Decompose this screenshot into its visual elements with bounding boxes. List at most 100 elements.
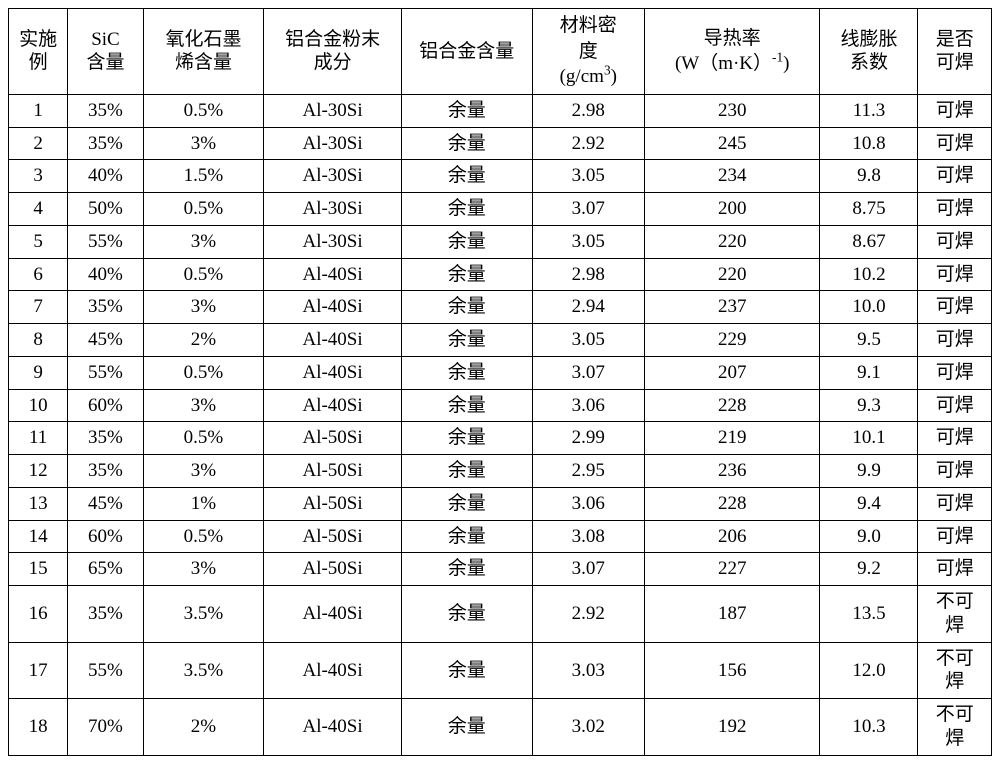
table-row: 1635%3.5%Al-40Si余量2.9218713.5不可焊	[9, 586, 992, 643]
cell-thermal: 156	[644, 642, 820, 699]
hdr-unit-prefix: (g/cm	[560, 66, 604, 87]
cell-go: 0.5%	[143, 356, 263, 389]
table-row: 1345%1%Al-50Si余量3.062289.4可焊	[9, 487, 992, 520]
cell-weldable: 可焊	[918, 94, 992, 127]
cell-go: 3%	[143, 553, 263, 586]
cell-sic: 45%	[68, 324, 144, 357]
cell-weldable: 不可焊	[918, 699, 992, 756]
cell-example: 15	[9, 553, 68, 586]
cell-alloy_amount: 余量	[401, 553, 532, 586]
cell-alloy_comp: Al-40Si	[264, 389, 402, 422]
cell-thermal: 187	[644, 586, 820, 643]
cell-cte: 9.9	[820, 455, 918, 488]
cell-thermal: 237	[644, 291, 820, 324]
table-row: 955%0.5%Al-40Si余量3.072079.1可焊	[9, 356, 992, 389]
hdr-text: 系数	[850, 52, 888, 73]
cell-weldable: 可焊	[918, 291, 992, 324]
hdr-text: 导热率	[704, 28, 761, 49]
cell-thermal: 220	[644, 258, 820, 291]
hdr-unit-prefix: (W（m·K）	[675, 53, 772, 74]
cell-example: 11	[9, 422, 68, 455]
header-weldable: 是否 可焊	[918, 9, 992, 95]
cell-cte: 8.67	[820, 225, 918, 258]
cell-density: 3.07	[532, 553, 644, 586]
cell-alloy_comp: Al-30Si	[264, 193, 402, 226]
cell-sic: 35%	[68, 127, 144, 160]
cell-example: 7	[9, 291, 68, 324]
cell-thermal: 228	[644, 389, 820, 422]
cell-example: 10	[9, 389, 68, 422]
cell-alloy_comp: Al-30Si	[264, 127, 402, 160]
cell-density: 2.98	[532, 258, 644, 291]
cell-sic: 35%	[68, 291, 144, 324]
cell-alloy_amount: 余量	[401, 422, 532, 455]
cell-example: 3	[9, 160, 68, 193]
hdr-text: 可焊	[936, 52, 974, 73]
cell-density: 2.99	[532, 422, 644, 455]
cell-go: 3.5%	[143, 642, 263, 699]
cell-thermal: 230	[644, 94, 820, 127]
cell-cte: 9.2	[820, 553, 918, 586]
cell-cte: 9.4	[820, 487, 918, 520]
cell-go: 3%	[143, 127, 263, 160]
hdr-unit-suffix: )	[783, 53, 789, 74]
cell-alloy_amount: 余量	[401, 225, 532, 258]
cell-alloy_amount: 余量	[401, 455, 532, 488]
cell-thermal: 200	[644, 193, 820, 226]
cell-density: 3.06	[532, 389, 644, 422]
cell-example: 2	[9, 127, 68, 160]
cell-sic: 70%	[68, 699, 144, 756]
header-thermal: 导热率 (W（m·K）-1)	[644, 9, 820, 95]
table-row: 135%0.5%Al-30Si余量2.9823011.3可焊	[9, 94, 992, 127]
cell-alloy_comp: Al-40Si	[264, 258, 402, 291]
table-row: 1235%3%Al-50Si余量2.952369.9可焊	[9, 455, 992, 488]
cell-alloy_amount: 余量	[401, 127, 532, 160]
cell-go: 3.5%	[143, 586, 263, 643]
cell-go: 3%	[143, 225, 263, 258]
hdr-unit: (g/cm3)	[560, 66, 617, 87]
cell-alloy_amount: 余量	[401, 291, 532, 324]
header-row: 实施 例 SiC 含量 氧化石墨 烯含量 铝合金粉末 成分 铝合金含量 材料密 …	[9, 9, 992, 95]
cell-cte: 9.1	[820, 356, 918, 389]
cell-weldable: 可焊	[918, 356, 992, 389]
cell-go: 2%	[143, 699, 263, 756]
table-row: 555%3%Al-30Si余量3.052208.67可焊	[9, 225, 992, 258]
cell-go: 0.5%	[143, 94, 263, 127]
cell-sic: 60%	[68, 389, 144, 422]
table-row: 1460%0.5%Al-50Si余量3.082069.0可焊	[9, 520, 992, 553]
cell-weldable: 可焊	[918, 389, 992, 422]
cell-thermal: 192	[644, 699, 820, 756]
table-row: 340%1.5%Al-30Si余量3.052349.8可焊	[9, 160, 992, 193]
hdr-text: 成分	[314, 52, 352, 73]
cell-go: 3%	[143, 389, 263, 422]
cell-thermal: 220	[644, 225, 820, 258]
cell-alloy_amount: 余量	[401, 520, 532, 553]
cell-density: 2.92	[532, 586, 644, 643]
cell-cte: 10.1	[820, 422, 918, 455]
cell-density: 3.05	[532, 324, 644, 357]
cell-go: 1.5%	[143, 160, 263, 193]
cell-example: 6	[9, 258, 68, 291]
header-density: 材料密 度 (g/cm3)	[532, 9, 644, 95]
cell-alloy_amount: 余量	[401, 699, 532, 756]
cell-weldable: 可焊	[918, 160, 992, 193]
cell-density: 2.92	[532, 127, 644, 160]
cell-cte: 10.8	[820, 127, 918, 160]
cell-alloy_amount: 余量	[401, 94, 532, 127]
hdr-unit-sup: -1	[772, 50, 783, 65]
cell-example: 16	[9, 586, 68, 643]
cell-thermal: 206	[644, 520, 820, 553]
cell-density: 3.03	[532, 642, 644, 699]
header-alloy-amount: 铝合金含量	[401, 9, 532, 95]
cell-example: 9	[9, 356, 68, 389]
cell-alloy_amount: 余量	[401, 160, 532, 193]
cell-density: 2.95	[532, 455, 644, 488]
table-row: 1135%0.5%Al-50Si余量2.9921910.1可焊	[9, 422, 992, 455]
cell-sic: 45%	[68, 487, 144, 520]
cell-density: 3.06	[532, 487, 644, 520]
header-sic: SiC 含量	[68, 9, 144, 95]
cell-example: 1	[9, 94, 68, 127]
hdr-text: 实施	[19, 29, 57, 50]
cell-weldable: 不可焊	[918, 586, 992, 643]
cell-weldable: 可焊	[918, 324, 992, 357]
